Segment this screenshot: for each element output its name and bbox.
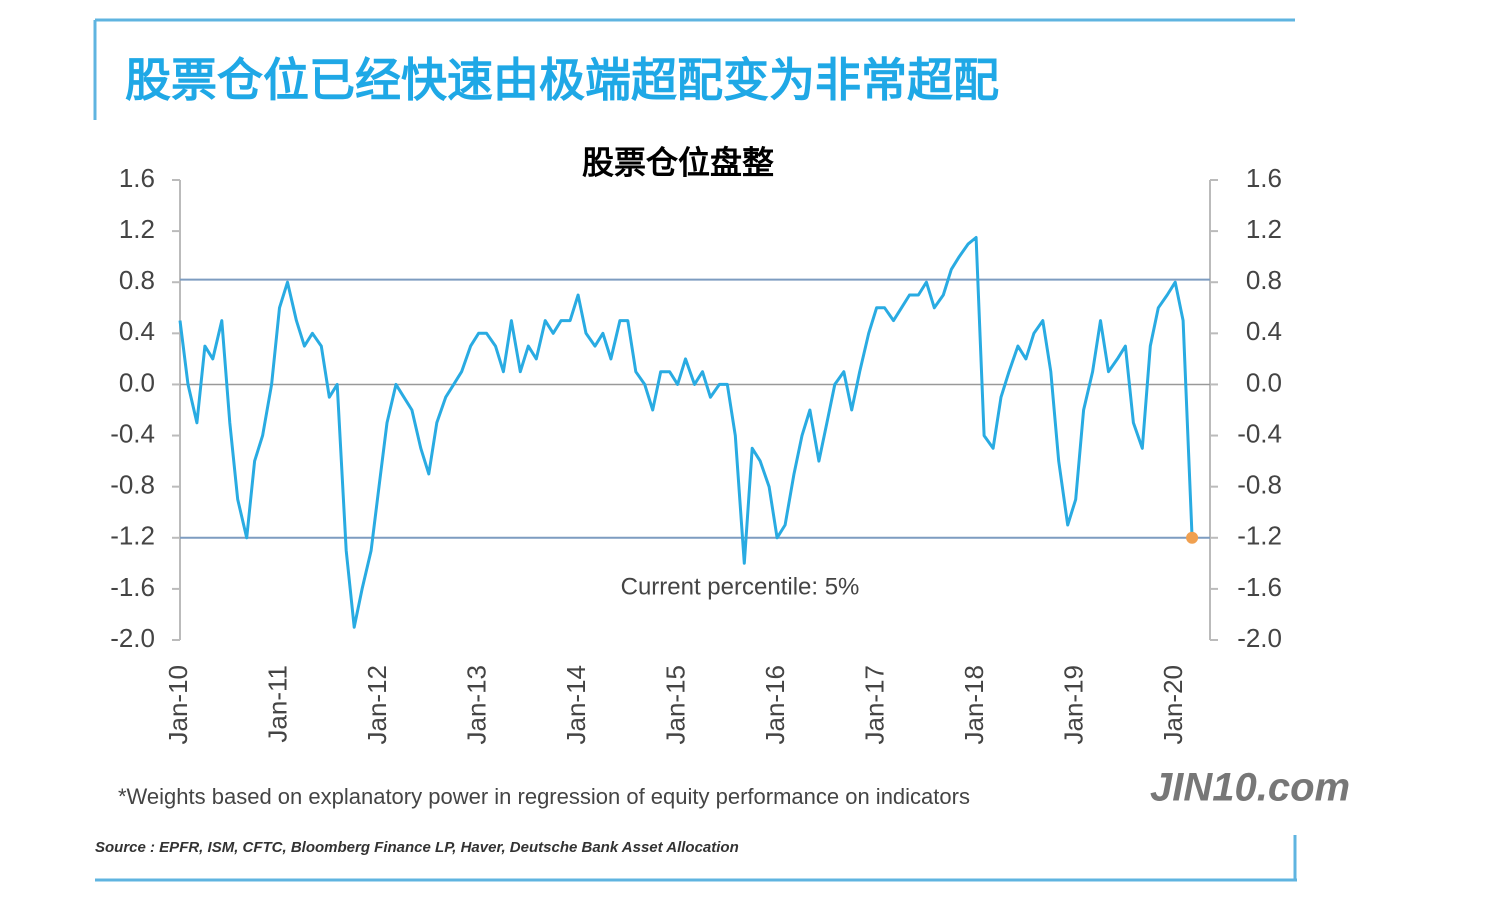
- current-marker: [1186, 531, 1199, 544]
- y-tick-label: -0.4: [110, 418, 155, 448]
- x-tick-label: Jan-13: [461, 665, 491, 745]
- x-tick-label: Jan-20: [1158, 665, 1188, 745]
- y2-tick-label: -0.4: [1237, 418, 1282, 448]
- y-tick-label: -0.8: [110, 470, 155, 500]
- y2-tick-label: 1.6: [1246, 163, 1282, 193]
- y2-tick-label: 1.2: [1246, 214, 1282, 244]
- x-tick-label: Jan-18: [959, 665, 989, 745]
- watermark: JIN10.com: [1150, 766, 1350, 810]
- y2-tick-label: 0.8: [1246, 265, 1282, 295]
- y-tick-label: -1.6: [110, 572, 155, 602]
- x-tick-label: Jan-11: [262, 665, 292, 743]
- y2-tick-label: 0.4: [1246, 316, 1282, 346]
- x-tick-label: Jan-15: [660, 665, 690, 745]
- y-tick-label: 1.6: [119, 163, 155, 193]
- x-tick-label: Jan-19: [1059, 665, 1089, 745]
- x-tick-label: Jan-14: [561, 665, 591, 745]
- y-tick-label: 0.0: [119, 367, 155, 397]
- footnote: *Weights based on explanatory power in r…: [118, 784, 970, 809]
- y2-tick-label: -2.0: [1237, 623, 1282, 653]
- series-line: [178, 236, 1194, 629]
- y-tick-label: 1.2: [119, 214, 155, 244]
- y-tick-label: 0.4: [119, 316, 155, 346]
- x-tick-label: Jan-16: [760, 665, 790, 745]
- y-tick-label: 0.8: [119, 265, 155, 295]
- y-tick-label: -1.2: [110, 521, 155, 551]
- headline: 股票仓位已经快速由极端超配变为非常超配: [125, 54, 999, 106]
- y2-tick-label: -1.2: [1237, 521, 1282, 551]
- x-tick-label: Jan-17: [859, 665, 889, 745]
- annotation: Current percentile: 5%: [621, 573, 860, 600]
- y-tick-label: -2.0: [110, 623, 155, 653]
- y2-tick-label: 0.0: [1246, 367, 1282, 397]
- y2-tick-label: -0.8: [1237, 470, 1282, 500]
- source: Source : EPFR, ISM, CFTC, Bloomberg Fina…: [95, 839, 739, 856]
- chart-title: 股票仓位盘整: [582, 144, 774, 182]
- x-tick-label: Jan-12: [362, 665, 392, 745]
- y2-tick-label: -1.6: [1237, 572, 1282, 602]
- x-tick-label: Jan-10: [163, 665, 193, 745]
